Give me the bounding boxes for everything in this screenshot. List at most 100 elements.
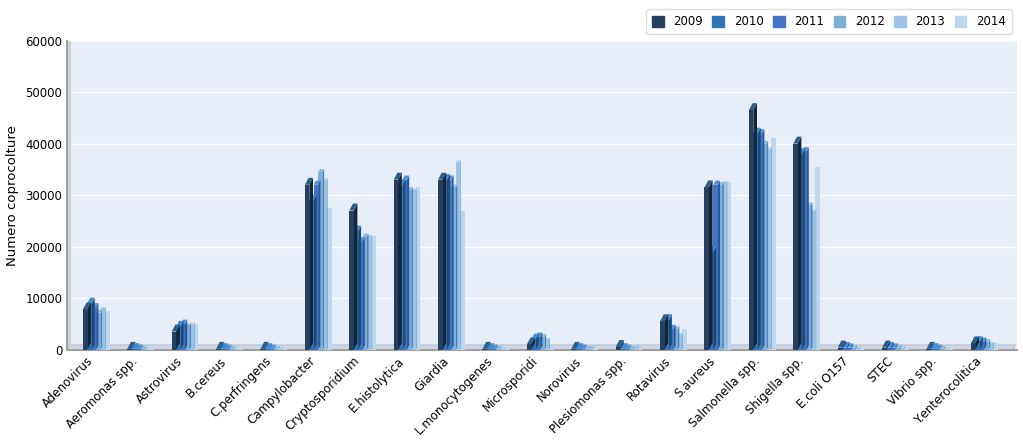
Polygon shape xyxy=(527,345,531,350)
Polygon shape xyxy=(540,334,546,337)
Polygon shape xyxy=(660,315,668,321)
Polygon shape xyxy=(669,314,672,350)
Polygon shape xyxy=(544,339,549,350)
Polygon shape xyxy=(87,303,91,350)
Polygon shape xyxy=(274,346,279,349)
Polygon shape xyxy=(185,326,189,350)
Polygon shape xyxy=(216,349,221,350)
Polygon shape xyxy=(536,337,540,350)
Polygon shape xyxy=(136,349,140,350)
Polygon shape xyxy=(673,325,675,350)
Polygon shape xyxy=(83,303,91,309)
Polygon shape xyxy=(234,349,238,350)
Polygon shape xyxy=(927,342,935,349)
Polygon shape xyxy=(891,343,897,347)
Polygon shape xyxy=(705,187,709,350)
Polygon shape xyxy=(625,343,627,350)
Polygon shape xyxy=(362,233,368,236)
Polygon shape xyxy=(931,342,935,350)
Polygon shape xyxy=(411,190,416,350)
Polygon shape xyxy=(92,298,95,350)
Polygon shape xyxy=(935,349,940,350)
Polygon shape xyxy=(68,34,71,350)
Polygon shape xyxy=(762,144,766,350)
Polygon shape xyxy=(176,326,181,350)
Polygon shape xyxy=(975,336,983,342)
Polygon shape xyxy=(136,343,139,350)
Polygon shape xyxy=(944,346,945,350)
Polygon shape xyxy=(443,179,447,350)
Polygon shape xyxy=(766,141,768,350)
Polygon shape xyxy=(753,133,758,350)
Polygon shape xyxy=(851,345,857,347)
Polygon shape xyxy=(855,347,860,350)
Polygon shape xyxy=(309,200,314,350)
Polygon shape xyxy=(185,324,191,326)
Polygon shape xyxy=(362,237,365,350)
Polygon shape xyxy=(185,320,187,350)
Polygon shape xyxy=(136,345,143,349)
Polygon shape xyxy=(762,141,768,144)
Polygon shape xyxy=(838,341,846,347)
Polygon shape xyxy=(531,334,539,339)
Polygon shape xyxy=(629,346,635,349)
Polygon shape xyxy=(629,345,631,350)
Polygon shape xyxy=(229,345,231,350)
Polygon shape xyxy=(802,152,806,350)
Polygon shape xyxy=(988,343,993,350)
Polygon shape xyxy=(96,310,102,312)
Polygon shape xyxy=(975,342,980,350)
Polygon shape xyxy=(993,343,997,350)
Polygon shape xyxy=(140,345,143,350)
Polygon shape xyxy=(540,337,544,350)
Polygon shape xyxy=(616,347,620,350)
Polygon shape xyxy=(580,345,587,349)
Polygon shape xyxy=(96,303,98,350)
Polygon shape xyxy=(580,343,583,350)
Polygon shape xyxy=(895,347,900,350)
Polygon shape xyxy=(616,340,624,347)
Polygon shape xyxy=(371,236,375,350)
Polygon shape xyxy=(753,128,761,133)
Polygon shape xyxy=(975,336,979,350)
Polygon shape xyxy=(940,345,942,350)
Polygon shape xyxy=(491,343,494,350)
Polygon shape xyxy=(549,347,553,350)
Polygon shape xyxy=(278,346,279,350)
Polygon shape xyxy=(189,324,191,350)
Polygon shape xyxy=(718,181,720,350)
Polygon shape xyxy=(620,349,625,350)
Polygon shape xyxy=(749,110,753,350)
Polygon shape xyxy=(282,349,287,350)
Polygon shape xyxy=(620,340,624,350)
Polygon shape xyxy=(722,181,727,182)
Polygon shape xyxy=(443,173,446,350)
Polygon shape xyxy=(189,323,194,324)
Polygon shape xyxy=(487,349,491,350)
Polygon shape xyxy=(132,349,136,350)
Polygon shape xyxy=(318,172,322,350)
Polygon shape xyxy=(398,173,402,350)
Polygon shape xyxy=(802,148,805,350)
Polygon shape xyxy=(895,345,901,347)
Polygon shape xyxy=(584,349,589,350)
Polygon shape xyxy=(314,185,318,350)
Polygon shape xyxy=(314,181,320,185)
Y-axis label: Numero coprocolture: Numero coprocolture xyxy=(5,124,18,265)
Polygon shape xyxy=(500,347,505,349)
Polygon shape xyxy=(456,162,460,350)
Polygon shape xyxy=(487,343,494,349)
Polygon shape xyxy=(589,346,590,350)
Polygon shape xyxy=(531,338,535,350)
Polygon shape xyxy=(766,149,771,350)
Polygon shape xyxy=(887,347,891,350)
Polygon shape xyxy=(638,346,642,350)
Polygon shape xyxy=(314,194,317,350)
Polygon shape xyxy=(500,349,504,350)
Polygon shape xyxy=(172,331,176,350)
Polygon shape xyxy=(722,182,723,350)
Polygon shape xyxy=(411,189,416,190)
Polygon shape xyxy=(891,347,895,350)
Polygon shape xyxy=(354,231,358,350)
Polygon shape xyxy=(665,315,668,350)
